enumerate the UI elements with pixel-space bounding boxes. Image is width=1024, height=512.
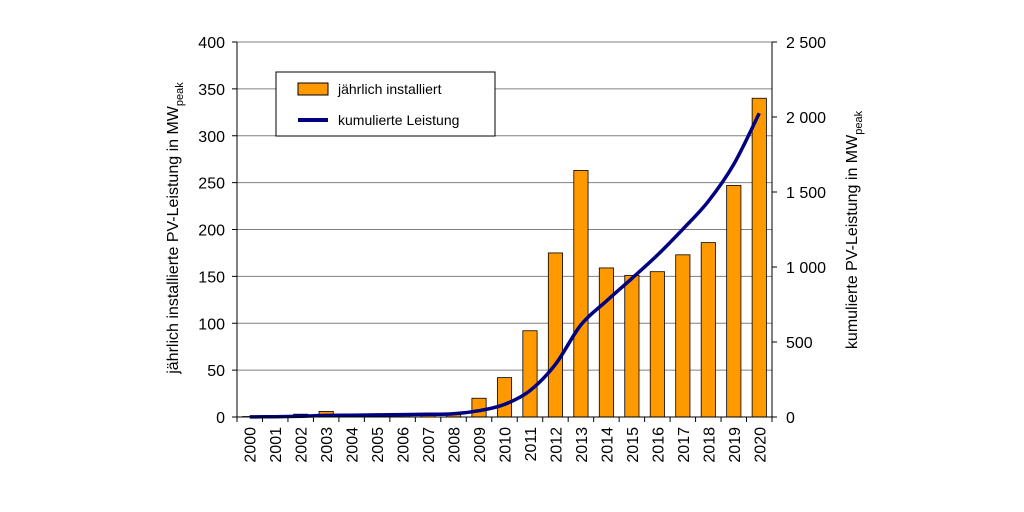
x-tick-label: 2019 [727, 427, 744, 463]
right-tick-label: 1 500 [786, 185, 826, 202]
right-tick-label: 2 500 [786, 35, 826, 52]
right-tick-label: 500 [786, 335, 813, 352]
x-tick-label: 2015 [625, 427, 642, 463]
legend: jährlich installiert kumulierte Leistung [275, 71, 496, 137]
left-axis-ticks: 0 50 100 150 200 250 300 350 400 [198, 35, 237, 427]
bar [675, 254, 691, 418]
x-tick-label: 2008 [447, 427, 464, 463]
bar [751, 97, 767, 418]
x-tick-label: 2003 [319, 427, 336, 463]
left-tick-label: 50 [207, 363, 225, 380]
bar [547, 252, 563, 418]
left-tick-label: 400 [198, 35, 225, 52]
bar [598, 267, 614, 418]
right-axis-title: kumulierte PV-Leistung in MWpeak [844, 110, 865, 349]
bar [700, 242, 716, 418]
left-axis-title: jährlich installierte PV-Leistung in MWp… [165, 82, 186, 375]
right-tick-label: 2 000 [786, 110, 826, 127]
left-tick-label: 200 [198, 223, 225, 240]
x-tick-label: 2009 [472, 427, 489, 463]
bar [649, 271, 665, 418]
x-tick-label: 2010 [498, 427, 515, 463]
x-tick-label: 2005 [370, 427, 387, 463]
x-tick-label: 2004 [345, 427, 362, 463]
bar [726, 185, 742, 418]
x-tick-label: 2018 [701, 427, 718, 463]
left-tick-label: 350 [198, 82, 225, 99]
bar [624, 275, 640, 418]
x-tick-label: 2013 [574, 427, 591, 463]
right-axis-ticks: 0 500 1 000 1 500 2 000 2 500 [772, 35, 826, 427]
legend-label-bar: jährlich installiert [337, 81, 442, 97]
cumulative-line [249, 112, 761, 419]
right-tick-label: 1 000 [786, 260, 826, 277]
left-tick-label: 100 [198, 316, 225, 333]
left-tick-label: 150 [198, 269, 225, 286]
bar-series [242, 97, 767, 418]
x-tick-label: 2007 [421, 427, 438, 463]
left-tick-label: 250 [198, 176, 225, 193]
x-tick-label: 2017 [676, 427, 693, 463]
left-tick-label: 0 [216, 410, 225, 427]
left-tick-label: 300 [198, 129, 225, 146]
line-series [249, 112, 761, 419]
x-tick-label: 2011 [523, 427, 540, 462]
x-tick-label: 2006 [396, 427, 413, 463]
x-tick-label: 2016 [650, 427, 667, 463]
x-tick-label: 2014 [599, 427, 616, 463]
x-tick-label: 2002 [294, 427, 311, 463]
legend-label-line: kumulierte Leistung [338, 112, 459, 128]
legend-swatch-bar [297, 82, 329, 96]
bar [573, 170, 589, 418]
x-tick-label: 2020 [752, 427, 769, 463]
x-axis-ticks: 2000 2001 2002 2003 2004 2005 2006 2007 2008 2009… [236, 417, 773, 463]
x-tick-label: 2000 [243, 427, 260, 463]
bar [496, 377, 513, 418]
x-tick-label: 2001 [268, 427, 285, 463]
right-tick-label: 0 [786, 410, 795, 427]
x-tick-label: 2012 [548, 427, 565, 463]
bar [522, 330, 538, 418]
bar [471, 397, 487, 418]
